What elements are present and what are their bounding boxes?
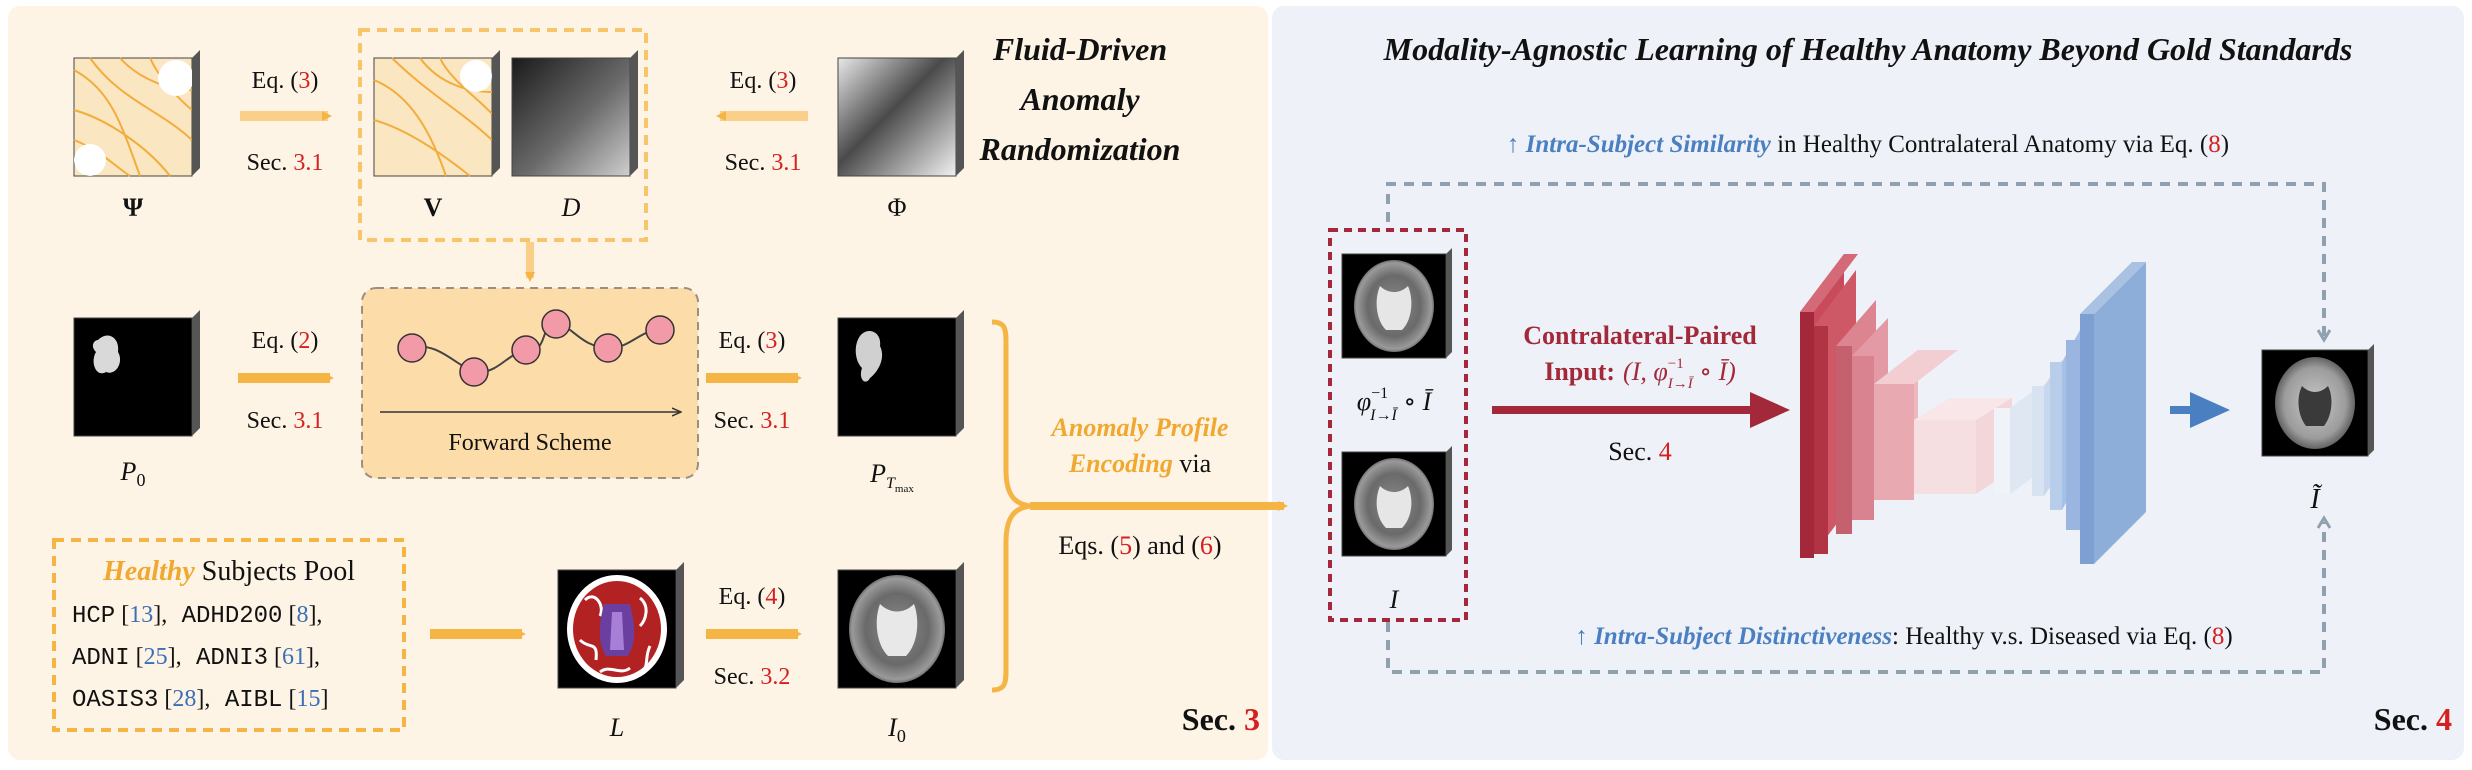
output-label: Ĩ	[2309, 484, 2322, 515]
eq-p0: Eq. (2)	[252, 328, 319, 354]
node	[541, 309, 571, 339]
left-title-line3: Randomization	[979, 131, 1181, 167]
v-tile	[373, 50, 500, 177]
node	[511, 335, 541, 365]
eq-phi: Eq. (3)	[730, 68, 797, 94]
phi-inv-brain-tile	[1341, 248, 1452, 359]
d-label: D	[561, 193, 581, 222]
dataset-ref: 28	[172, 686, 196, 712]
sec4-small: Sec. 4	[1608, 437, 1672, 466]
pool-row: HCP [13], ADHD200 [8],	[72, 602, 322, 630]
i-brain-tile	[1341, 446, 1452, 557]
similarity-loop	[1386, 182, 2324, 336]
dataset-name: AIBL	[210, 687, 282, 714]
pt-label: PTmax	[869, 459, 914, 495]
dataset-name: OASIS3	[72, 687, 158, 714]
pool-row: ADNI [25], ADNI3 [61],	[72, 644, 320, 672]
encoding-line1: Anomaly Profile	[1050, 413, 1229, 442]
sec-psi: Sec. 3.1	[247, 150, 324, 176]
psi-tile	[73, 50, 200, 177]
sec3-label: Sec. 3	[1182, 701, 1260, 737]
dataset-ref: 15	[296, 686, 320, 712]
distinct-text: ↑ Intra-Subject Distinctiveness: Healthy…	[1575, 623, 2232, 650]
node	[593, 333, 623, 363]
forward-scheme-label: Forward Scheme	[448, 430, 611, 456]
encoder-decoder-network	[1800, 254, 2146, 564]
left-title: Fluid-Driven Anomaly Randomization	[979, 31, 1181, 167]
paired-line2: Input: (I, φ−1 I→Ī ∘ Ī)	[1544, 356, 1736, 392]
decoder-layer-1	[1994, 392, 2032, 494]
dataset-ref: 8	[296, 602, 308, 628]
phi-inv-label: φ−1 I→Ī ∘ Ī	[1357, 385, 1434, 424]
phi-tile	[837, 50, 964, 177]
p0-label: P0	[120, 457, 146, 490]
l-label: L	[609, 713, 624, 742]
node	[397, 333, 427, 363]
eq-pt: Eq. (3)	[719, 328, 786, 354]
input-to-network-arrowhead	[1750, 392, 1790, 428]
dataset-ref: 13	[129, 602, 153, 628]
i0-tile	[837, 562, 964, 689]
p0-tile	[73, 310, 200, 437]
right-title: Modality-Agnostic Learning of Healthy An…	[1383, 31, 2353, 67]
d-tile	[511, 50, 638, 177]
dataset-name: ADNI3	[182, 645, 268, 672]
sec4-label: Sec. 4	[2374, 701, 2452, 737]
decoder-layer-5	[2080, 262, 2146, 564]
dataset-ref: 61	[282, 644, 306, 670]
left-title-line2: Anomaly	[1018, 81, 1140, 117]
dataset-name: HCP	[72, 603, 115, 630]
dataset-ref: 25	[144, 644, 168, 670]
sec-p0: Sec. 3.1	[247, 408, 324, 434]
encoding-line2: Encoding via	[1068, 449, 1212, 478]
vd-dashed-box	[358, 28, 648, 242]
dataset-name: ADNI	[72, 645, 130, 672]
sec-l: Sec. 3.2	[714, 664, 791, 690]
l-tile	[557, 562, 684, 689]
eqs-5-6: Eqs. (5) and (6)	[1058, 531, 1221, 560]
encoder-layer-5	[1874, 350, 1958, 500]
bottleneck-layer	[1914, 398, 2012, 494]
v-label: V	[424, 193, 443, 222]
eq-l: Eq. (4)	[719, 584, 786, 610]
i0-label: I0	[887, 713, 906, 746]
healthy-pool-title: Healthy Subjects Pool	[102, 556, 355, 587]
node	[459, 357, 489, 387]
similarity-text: ↑ Intra-Subject Similarity in Healthy Co…	[1507, 131, 2229, 158]
i-label: I	[1389, 585, 1400, 614]
distinct-loop	[1386, 522, 2324, 674]
paired-line1: Contralateral-Paired	[1523, 321, 1757, 350]
phi-label: Φ	[887, 193, 906, 222]
network-to-output-arrowhead	[2190, 392, 2230, 428]
healthy-pool-box	[52, 538, 406, 732]
eq-psi: Eq. (3)	[252, 68, 319, 94]
output-brain-tile	[2261, 344, 2374, 457]
healthy-pool-rows: HCP [13], ADHD200 [8], ADNI [25], ADNI3 […	[72, 602, 328, 714]
pool-row: OASIS3 [28], AIBL [15]	[72, 686, 328, 714]
input-pair-box	[1328, 228, 1468, 622]
sec-phi: Sec. 3.1	[725, 150, 802, 176]
node	[645, 315, 675, 345]
psi-label: Ψ	[123, 193, 144, 222]
left-title-line1: Fluid-Driven	[992, 31, 1167, 67]
dataset-name: ADHD200	[167, 603, 282, 630]
pt-tile	[837, 310, 964, 437]
sec-pt: Sec. 3.1	[714, 408, 791, 434]
